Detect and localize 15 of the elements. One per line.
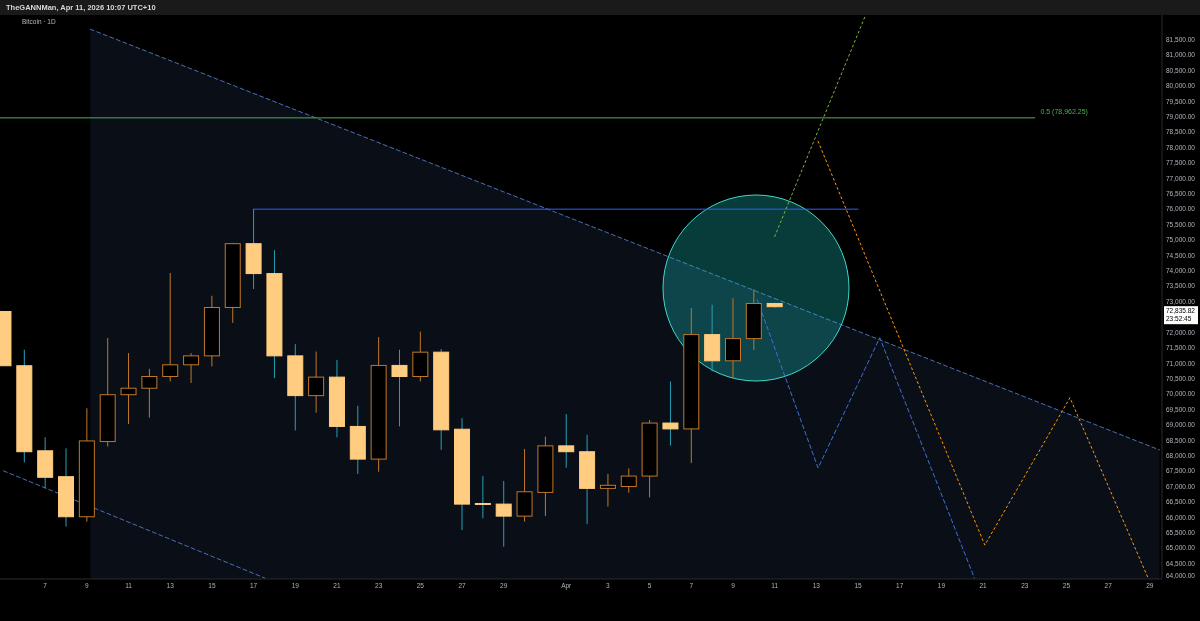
- candlestick: [120, 352, 137, 425]
- candlestick: [183, 352, 200, 384]
- candlestick: [162, 272, 179, 382]
- candlestick: [724, 297, 741, 380]
- candlestick: [391, 349, 408, 427]
- line-series: [756, 299, 975, 579]
- candlestick: [474, 475, 491, 519]
- candlestick: [662, 380, 679, 447]
- line-series: [817, 140, 1149, 579]
- candlestick: [620, 467, 637, 494]
- candlestick: [558, 413, 575, 469]
- candlestick: [308, 351, 325, 414]
- candlestick: [141, 368, 158, 418]
- candlestick: [495, 480, 512, 548]
- candlestick: [599, 473, 616, 508]
